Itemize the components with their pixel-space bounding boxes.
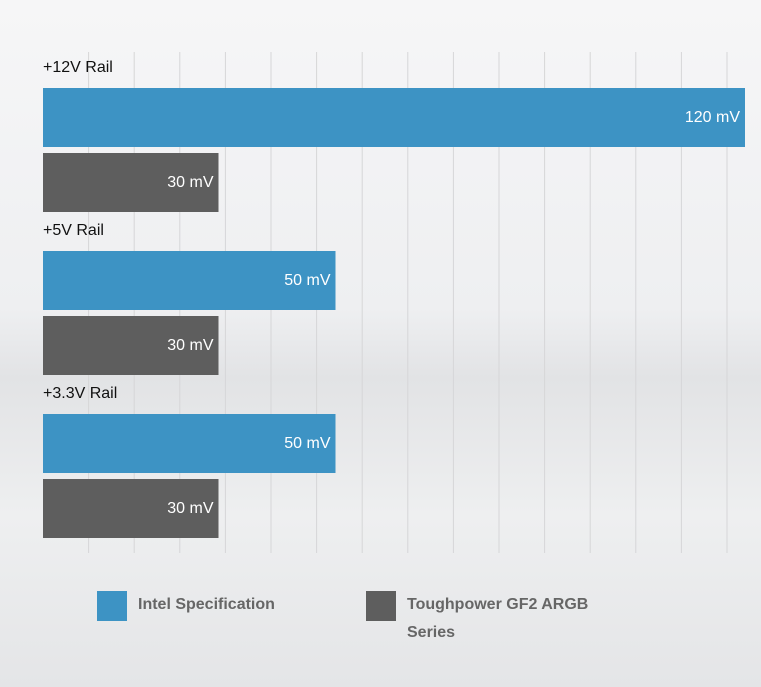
value-label: 30 mV	[167, 500, 214, 517]
legend-item: Toughpower GF2 ARGB Series	[366, 591, 626, 647]
value-label: 30 mV	[167, 174, 214, 191]
category-label: +3.3V Rail	[43, 385, 117, 402]
category-label: +5V Rail	[43, 222, 104, 239]
legend-label: Toughpower GF2 ARGB Series	[407, 596, 589, 641]
legend-label: Intel Specification	[138, 596, 275, 613]
legend-swatch	[366, 591, 396, 621]
bar	[43, 88, 745, 147]
bar	[43, 251, 336, 310]
value-label: 30 mV	[167, 337, 214, 354]
value-label: 50 mV	[284, 435, 331, 452]
value-label: 120 mV	[685, 109, 740, 126]
bar	[43, 414, 336, 473]
legend-swatch	[97, 591, 127, 621]
bar	[43, 316, 219, 375]
category-label: +12V Rail	[43, 59, 113, 76]
value-label: 50 mV	[284, 272, 331, 289]
legend-item: Intel Specification	[97, 591, 275, 621]
bar	[43, 153, 219, 212]
bar	[43, 479, 219, 538]
